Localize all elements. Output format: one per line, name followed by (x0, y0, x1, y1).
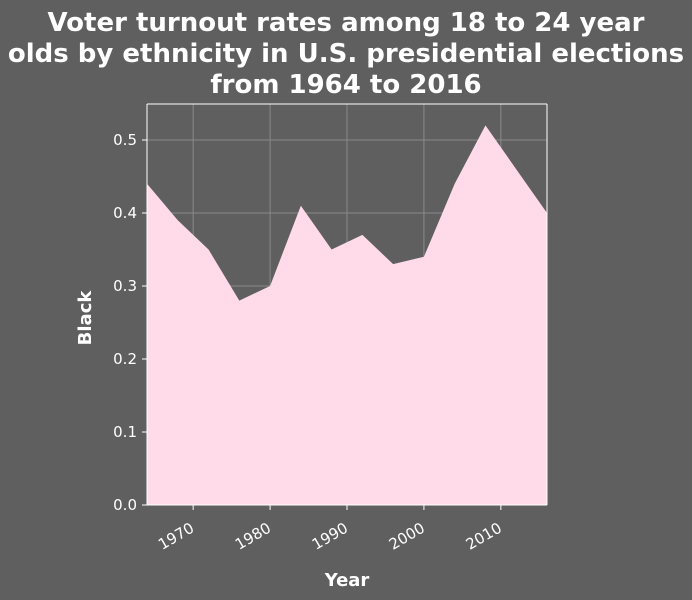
x-tick-label: 1990 (309, 519, 351, 554)
x-tick-label: 2010 (463, 519, 505, 554)
y-tick-label: 0.5 (113, 131, 137, 149)
area-series-black (147, 125, 547, 506)
chart-title-line-3: from 1964 to 2016 (210, 70, 481, 100)
chart-title-line-2: olds by ethnicity in U.S. presidential e… (8, 39, 684, 69)
y-tick-label: 0.1 (113, 423, 137, 441)
y-tick-label: 0.2 (113, 350, 137, 368)
x-axis-ticks: 1970 1980 1990 2000 2010 (155, 505, 505, 554)
y-tick-label: 0.4 (113, 204, 137, 222)
chart-title: Voter turnout rates among 18 to 24 year … (8, 8, 684, 100)
plot-area (147, 125, 547, 506)
plot-frame (146, 103, 548, 506)
y-tick-label: 0.0 (113, 496, 137, 514)
y-axis-ticks: 0.0 0.1 0.2 0.3 0.4 0.5 (113, 131, 147, 514)
chart-title-line-1: Voter turnout rates among 18 to 24 year (47, 8, 644, 38)
x-tick-label: 1970 (155, 519, 197, 554)
x-tick-label: 1980 (232, 519, 274, 554)
y-axis-label: Black (75, 290, 96, 346)
x-axis-label: Year (324, 570, 370, 591)
y-tick-label: 0.3 (113, 277, 137, 295)
x-tick-label: 2000 (386, 519, 428, 554)
